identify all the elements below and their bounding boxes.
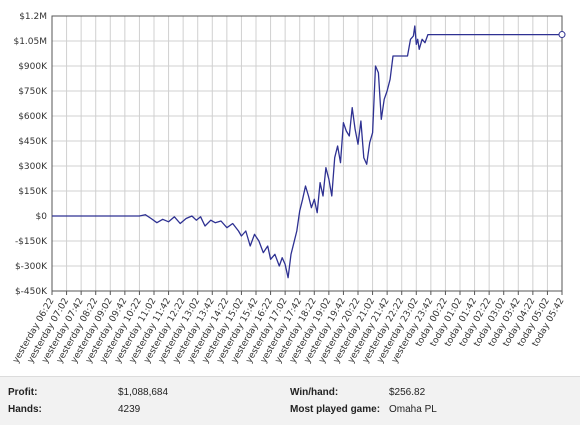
plot-area	[51, 15, 563, 292]
most-played-game-value: Omaha PL	[389, 404, 437, 415]
profit-label: Profit:	[8, 387, 38, 398]
y-tick-label: $1.2M	[19, 12, 47, 22]
stats-footer: Profit: $1,088,684 Win/hand: $256.82 Han…	[0, 376, 580, 425]
hands-label: Hands:	[8, 404, 42, 415]
profit-value: $1,088,684	[118, 387, 169, 398]
y-tick-label: $600K	[18, 112, 48, 122]
y-tick-label: $0	[36, 212, 48, 222]
win-per-hand-value: $256.82	[389, 387, 426, 398]
win-per-hand-label: Win/hand:	[290, 387, 339, 398]
y-tick-label: -$150K	[15, 237, 48, 247]
chart-svg: $1.2M $1.05M $900K $750K $600K $450K $300K $150…	[11, 12, 566, 365]
plot-border	[51, 15, 563, 292]
profit-chart: $1.2M $1.05M $900K $750K $600K $450K $300K $150…	[11, 12, 566, 365]
stats-row-1: Profit: $1,088,684 Win/hand: $256.82	[0, 387, 580, 403]
hands-value: 4239	[118, 404, 141, 415]
y-tick-label: $1.05M	[13, 37, 47, 47]
most-played-game-label: Most played game:	[290, 404, 381, 415]
y-tick-label: $-300K	[15, 262, 48, 272]
y-tick-label: $750K	[18, 87, 48, 97]
profit-series-line	[52, 25, 562, 279]
stats-row-2: Hands: 4239 Most played game: Omaha PL	[0, 404, 580, 420]
y-tick-label: $-450K	[15, 287, 48, 297]
y-tick-label: $900K	[18, 62, 48, 72]
y-tick-label: $300K	[18, 162, 48, 172]
y-tick-label: $150K	[18, 187, 48, 197]
last-point-marker[interactable]	[558, 31, 566, 39]
y-tick-label: $450K	[18, 137, 48, 147]
